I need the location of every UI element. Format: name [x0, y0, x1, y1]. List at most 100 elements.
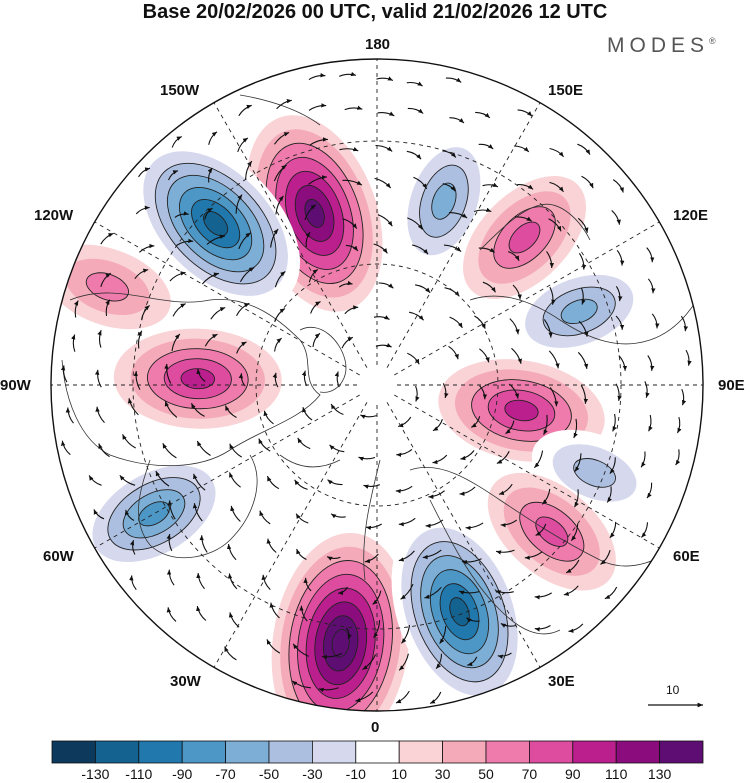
wind-arrow-122 — [479, 348, 490, 363]
colorbar-tick-label: -130 — [81, 766, 109, 782]
wind-arrow-184 — [675, 449, 681, 466]
wind-arrow-49 — [377, 214, 393, 227]
wind-streamlines — [60, 71, 692, 704]
colorbar-swatch-14 — [659, 740, 704, 764]
wind-arrow-12 — [475, 111, 491, 119]
colorbar-swatch-4 — [225, 740, 270, 764]
wind-arrow-203 — [124, 509, 135, 521]
wind-arrow-125 — [577, 351, 589, 369]
wind-arrow-257 — [439, 626, 447, 644]
wind-arrow-129 — [60, 365, 68, 383]
colorbar-swatch-9 — [442, 740, 487, 764]
wind-arrow-88 — [580, 287, 586, 305]
label-90e: 90E — [718, 377, 745, 394]
wind-arrow-131 — [133, 371, 141, 390]
wind-arrow-140 — [479, 385, 488, 400]
wind-arrow-271 — [291, 680, 311, 689]
wind-arrow-90 — [647, 278, 656, 294]
wind-arrow-108 — [651, 313, 660, 329]
wind-arrow-133 — [196, 368, 206, 383]
wind-arrow-48 — [342, 218, 358, 229]
wind-arrow-247 — [563, 585, 579, 596]
wind-arrow-76 — [169, 271, 186, 282]
wind-arrow-162 — [573, 418, 578, 439]
wind-arrow-27 — [138, 167, 151, 178]
wind-arrow-30 — [245, 160, 253, 180]
wind-arrow-4 — [445, 77, 462, 83]
wind-arrow-43 — [174, 211, 189, 218]
wind-arrow-210 — [365, 523, 382, 531]
wind-arrow-79 — [274, 270, 286, 288]
wind-arrow-82 — [378, 282, 394, 289]
wind-arrow-270 — [497, 652, 512, 659]
label-60w: 60W — [43, 548, 74, 565]
wind-arrow-217 — [609, 521, 617, 539]
wind-arrow-103 — [474, 315, 486, 329]
wind-arrow-57 — [100, 232, 114, 245]
wind-arrow-202 — [93, 509, 105, 520]
wind-arrow-113 — [171, 333, 181, 352]
colorbar-swatch-2 — [138, 740, 183, 764]
wind-arrow-265 — [321, 653, 343, 660]
wind-arrow-10 — [407, 107, 424, 114]
wind-arrow-28 — [167, 170, 179, 181]
wind-arrow-102 — [449, 316, 463, 329]
wind-arrow-96 — [236, 302, 250, 316]
wind-arrow-6 — [276, 98, 292, 110]
wind-arrow-196 — [459, 486, 476, 496]
wind-arrow-241 — [372, 590, 382, 605]
wind-arrow-178 — [460, 450, 475, 461]
wind-arrow-114 — [204, 333, 218, 347]
wind-arrow-195 — [428, 490, 445, 499]
label-120w: 120W — [34, 207, 74, 224]
wind-arrow-235 — [166, 569, 175, 586]
modes-logo: MODES® — [607, 34, 716, 58]
wind-arrow-56 — [611, 209, 621, 225]
wind-arrow-255 — [373, 620, 381, 639]
wind-arrow-153 — [263, 410, 274, 425]
meridian-line-240 — [94, 394, 360, 549]
wind-arrow-233 — [600, 550, 611, 565]
wind-arrow-124 — [548, 350, 560, 369]
colorbar-swatch-12 — [572, 740, 617, 764]
wind-arrow-148 — [95, 406, 105, 423]
wind-arrow-26 — [577, 143, 591, 155]
wind-arrow-218 — [640, 522, 649, 538]
wind-arrow-186 — [119, 474, 136, 486]
wind-arrow-182 — [609, 457, 616, 474]
wind-arrow-227 — [398, 550, 415, 562]
wind-arrow-94 — [172, 303, 186, 317]
anomaly-contour-1-6 — [203, 211, 229, 237]
wind-arrow-138 — [415, 385, 420, 402]
wind-arrow-83 — [415, 284, 431, 294]
wind-arrow-132 — [164, 363, 172, 384]
wind-arrow-223 — [266, 538, 277, 553]
wind-arrow-0 — [308, 72, 326, 81]
colorbar-tick-label: -30 — [302, 766, 322, 782]
anomaly-contour-7-3 — [535, 516, 569, 547]
wind-arrow-52 — [474, 207, 492, 213]
wind-arrow-173 — [297, 437, 311, 450]
wind-arrow-273 — [355, 691, 374, 703]
wind-arrow-216 — [570, 523, 579, 542]
wind-arrow-146 — [681, 388, 687, 406]
wind-arrow-139 — [442, 383, 449, 399]
wind-arrow-272 — [318, 687, 339, 693]
wind-arrow-51 — [448, 212, 468, 219]
wind-arrow-91 — [73, 300, 79, 318]
wind-arrow-174 — [329, 444, 345, 453]
wind-arrow-17 — [274, 131, 290, 145]
wind-arrow-197 — [498, 483, 513, 495]
wind-arrow-142 — [549, 387, 559, 407]
chart-title: Base 20/02/2026 00 UTC, valid 21/02/2026… — [142, 1, 608, 23]
wind-arrow-80 — [308, 268, 319, 283]
wind-arrow-23 — [478, 143, 494, 150]
wind-arrow-177 — [432, 454, 448, 465]
wind-arrow-232 — [565, 559, 580, 574]
wind-arrow-117 — [312, 332, 321, 348]
wind-arrow-166 — [60, 440, 71, 456]
wind-arrow-46 — [275, 195, 284, 215]
meridian-line-150 — [386, 402, 541, 668]
label-60e: 60E — [673, 548, 700, 565]
colorbar-swatch-0 — [51, 740, 96, 764]
